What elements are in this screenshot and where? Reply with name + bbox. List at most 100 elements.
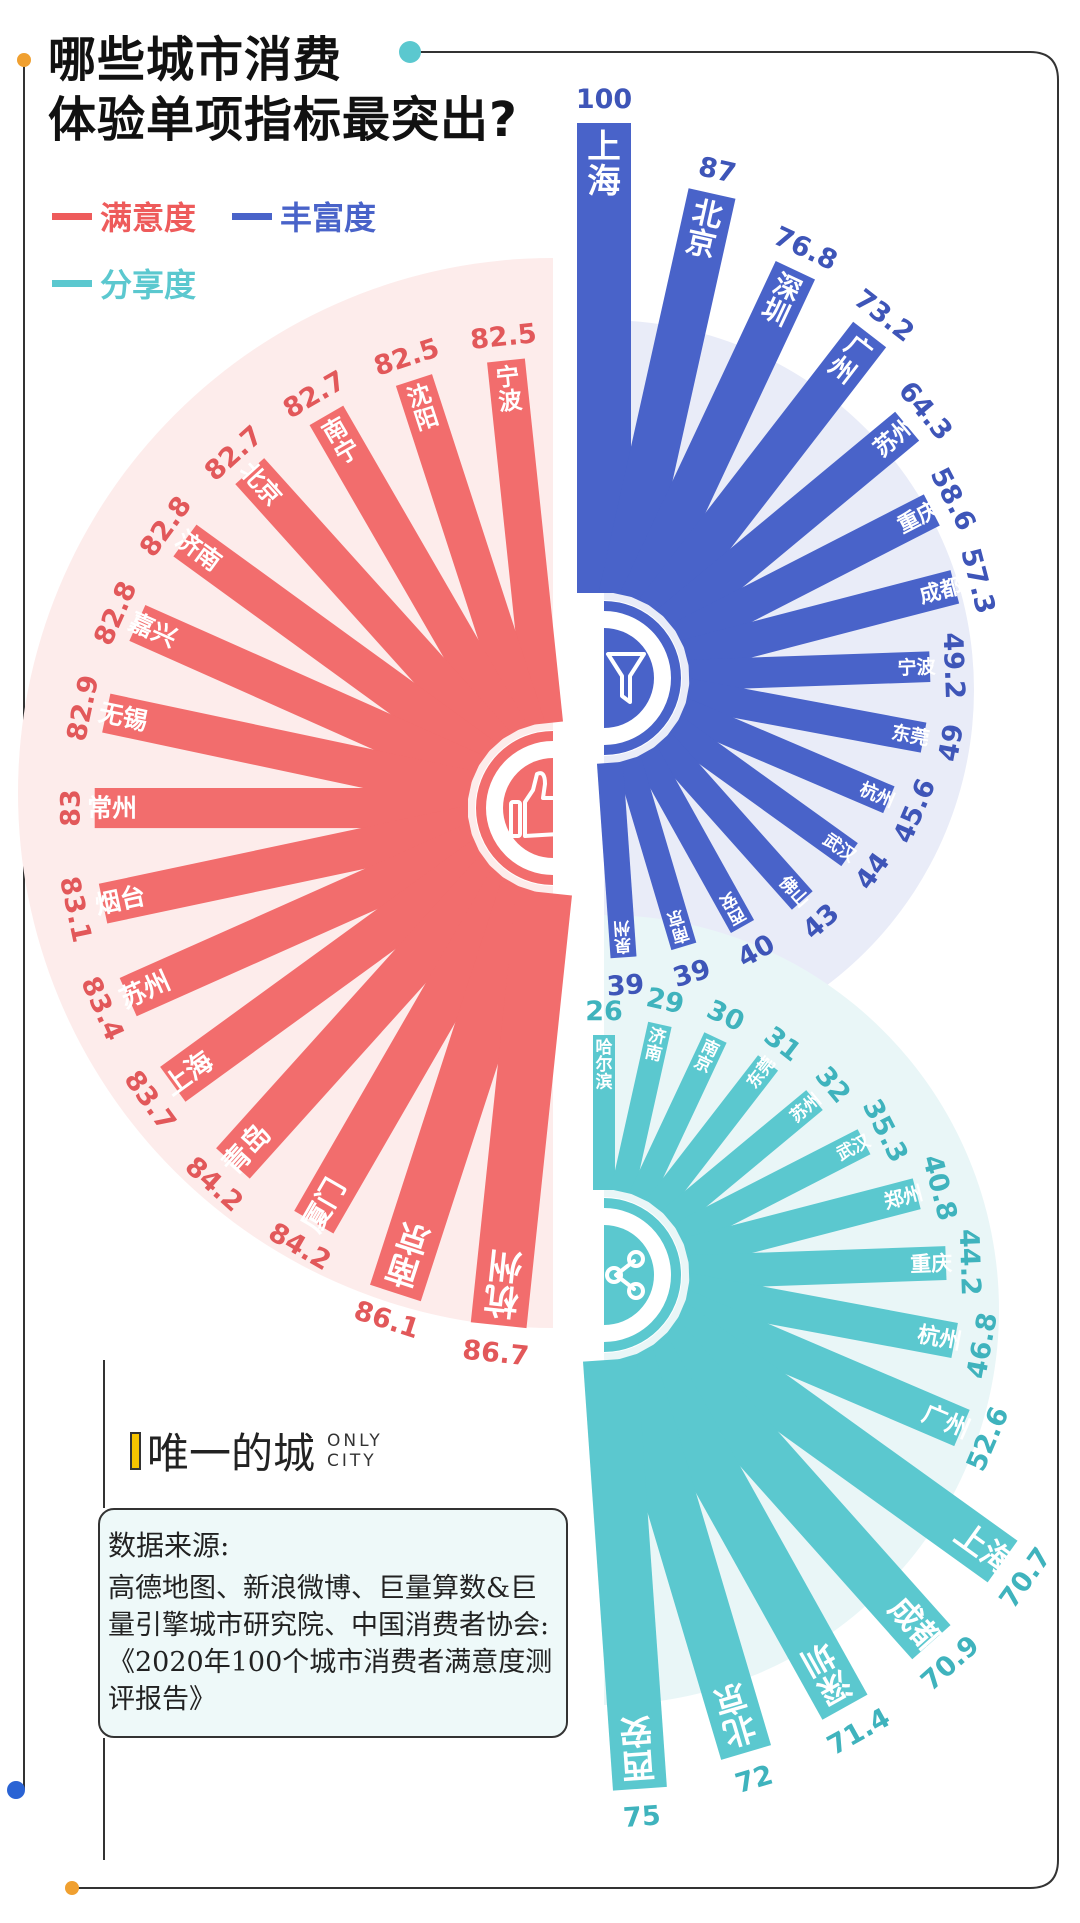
- bar-category-label: 哈尔滨: [596, 1037, 613, 1093]
- svg-text:哈尔滨: 哈尔滨: [596, 1037, 613, 1093]
- legend-swatch-satisfaction: [52, 212, 92, 220]
- bar: [646, 1055, 779, 1216]
- bar: [622, 1336, 868, 1720]
- legend-label-sharing: 分享度: [100, 266, 197, 304]
- bar: [674, 1290, 970, 1447]
- svg-text:宁波: 宁波: [495, 362, 524, 416]
- bar: [628, 1032, 727, 1204]
- source-text: 高德地图、新浪微博、巨量算数&巨量引擎城市研究院、中国消费者协会:《2020年1…: [108, 1573, 553, 1715]
- bar: [673, 1129, 871, 1249]
- bar-group: 北京: [599, 188, 736, 601]
- bar: [599, 188, 736, 601]
- share-icon: [605, 1250, 645, 1300]
- bar-group: 烟台: [93, 805, 475, 924]
- hub-core: [503, 758, 553, 858]
- bar-group: 哈尔滨: [593, 1035, 615, 1190]
- bar-group: 郑州: [682, 1178, 925, 1270]
- bar-category-label: 重庆: [910, 1251, 953, 1276]
- bar-group: 沈阳: [395, 374, 545, 734]
- bar: [615, 755, 697, 951]
- bar: [681, 570, 960, 674]
- bar: [603, 1349, 772, 1760]
- bar: [650, 732, 813, 910]
- bar-group: 济南: [610, 1021, 672, 1195]
- bar-category-label: 上海: [587, 127, 621, 200]
- legend-richness: 丰富度: [232, 193, 376, 239]
- bar-category-label: 宁波: [897, 655, 937, 679]
- brand-en-line1: ONLY: [327, 1430, 383, 1451]
- bar-value-label: 86.7: [461, 1335, 531, 1373]
- svg-text:常州: 常州: [87, 794, 137, 823]
- bar-value-label: 49.2: [937, 632, 970, 700]
- brand-en-line2: CITY: [327, 1450, 377, 1471]
- bar: [684, 678, 927, 753]
- bar-group: 泉州: [596, 761, 637, 959]
- bar-group: 常州: [87, 788, 468, 829]
- frame-dot-bottom: [65, 1881, 79, 1895]
- bar-group: 南宁: [309, 405, 528, 745]
- bar: [688, 651, 931, 691]
- funnel-icon: [606, 652, 646, 704]
- bar: [309, 405, 528, 745]
- bar-group: 西安: [633, 745, 755, 933]
- bar-value-label: 49: [933, 722, 970, 765]
- bar: [657, 411, 920, 639]
- title-line-1: 哪些城市消费: [48, 32, 343, 88]
- bar: [610, 1021, 672, 1195]
- bar: [688, 1246, 947, 1290]
- bar-group: 深圳: [622, 1336, 868, 1720]
- hub-ring: [603, 601, 681, 755]
- legend-label-richness: 丰富度: [280, 199, 377, 237]
- bar-group: 重庆: [688, 1246, 953, 1290]
- bar: [487, 358, 564, 726]
- hub-ring: [603, 1198, 681, 1352]
- bar-group: 杭州: [470, 889, 572, 1329]
- bar-group: 宁波: [688, 651, 937, 691]
- bar-value-label: 72: [732, 1760, 777, 1800]
- svg-text:北京: 北京: [682, 194, 726, 264]
- bar: [470, 889, 572, 1329]
- bar-value-label: 39: [606, 969, 646, 1003]
- thumbs-up-icon: [509, 771, 569, 838]
- bar: [160, 840, 497, 1102]
- bar: [119, 823, 484, 1017]
- bar-group: 北京: [603, 1349, 772, 1760]
- bar-group: 南京: [628, 1032, 727, 1204]
- legend-satisfaction: 满意度: [52, 193, 196, 239]
- legend-sharing: 分享度: [52, 260, 196, 306]
- frame-dot-teal: [399, 41, 421, 63]
- bar-group: 西安: [582, 1357, 667, 1791]
- bar-category-label: 北京: [682, 194, 726, 264]
- bar: [294, 870, 531, 1234]
- bar-value-label: 26: [585, 996, 623, 1027]
- bar: [582, 1357, 667, 1791]
- bar: [633, 745, 755, 933]
- frame-dot-blue: [7, 1781, 25, 1799]
- bar-group: 宁波: [487, 358, 564, 726]
- bar-value-label: 87: [695, 151, 738, 189]
- bar-group: 东莞: [684, 678, 931, 753]
- bar: [102, 693, 474, 810]
- bar-value-label: 82.5: [469, 318, 539, 356]
- bar: [676, 698, 895, 814]
- svg-text:杭州: 杭州: [482, 1243, 525, 1323]
- bar: [596, 761, 637, 959]
- bar-group: 南京: [615, 755, 697, 951]
- bar: [639, 321, 887, 624]
- bar: [658, 1303, 1018, 1583]
- svg-text:宁波: 宁波: [897, 655, 937, 679]
- frame-dot-top: [17, 53, 31, 67]
- bar-category-label: 泉州: [612, 917, 633, 957]
- bar: [682, 1178, 921, 1270]
- frame-outline: [72, 51, 1059, 1889]
- bar: [620, 261, 816, 611]
- bar: [129, 604, 484, 792]
- bar-group: 成都: [681, 570, 964, 674]
- bar: [173, 524, 496, 774]
- brand-en: ONLY CITY: [327, 1431, 383, 1471]
- hub-core: [604, 1225, 654, 1325]
- bar-category-label: 杭州: [482, 1243, 525, 1323]
- bar: [684, 1273, 958, 1358]
- bar-group: 无锡: [96, 693, 474, 810]
- bar-group: 深圳: [620, 261, 816, 611]
